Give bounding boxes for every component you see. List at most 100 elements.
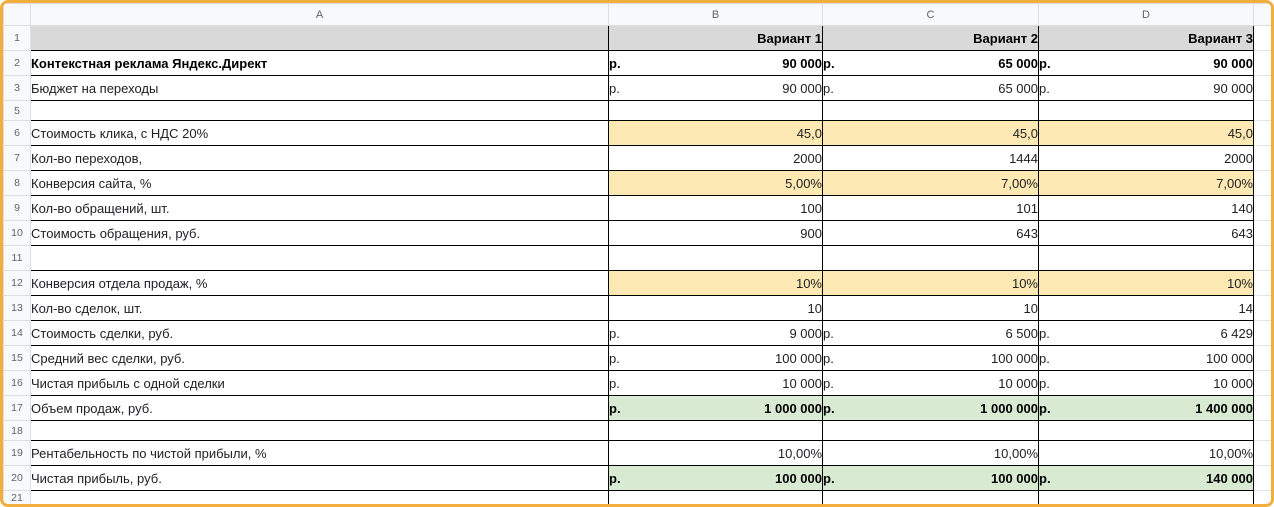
row-header-3[interactable]: 3 [3, 75, 31, 101]
cell-C5[interactable] [822, 100, 1039, 121]
cell-D5[interactable] [1038, 100, 1254, 121]
cell-A20[interactable]: Чистая прибыль, руб. [30, 465, 609, 491]
cell-E9-partial[interactable] [1253, 195, 1271, 221]
cell-A11[interactable] [30, 245, 609, 271]
cell-B8[interactable]: 5,00% [608, 170, 823, 196]
cell-C10[interactable]: 643 [822, 220, 1039, 246]
cell-E15-partial[interactable] [1253, 345, 1271, 371]
cell-E7-partial[interactable] [1253, 145, 1271, 171]
cell-D11[interactable] [1038, 245, 1254, 271]
cell-C19[interactable]: 10,00% [822, 440, 1039, 466]
cell-D3[interactable]: р. 90 000 [1038, 75, 1254, 101]
column-header-B[interactable]: B [608, 3, 823, 26]
cell-D14[interactable]: р. 6 429 [1038, 320, 1254, 346]
cell-D1[interactable]: Вариант 3 [1038, 25, 1254, 51]
row-header-1[interactable]: 1 [3, 25, 31, 51]
row-header-12[interactable]: 12 [3, 270, 31, 296]
cell-A9[interactable]: Кол-во обращений, шт. [30, 195, 609, 221]
cell-E3-partial[interactable] [1253, 75, 1271, 101]
row-header-9[interactable]: 9 [3, 195, 31, 221]
cell-E14-partial[interactable] [1253, 320, 1271, 346]
cell-D18[interactable] [1038, 420, 1254, 441]
cell-E13-partial[interactable] [1253, 295, 1271, 321]
cell-B2[interactable]: р. 90 000 [608, 50, 823, 76]
cell-B10[interactable]: 900 [608, 220, 823, 246]
row-header-13[interactable]: 13 [3, 295, 31, 321]
row-header-5[interactable]: 5 [3, 100, 31, 121]
cell-A15[interactable]: Средний вес сделки, руб. [30, 345, 609, 371]
row-header-2[interactable]: 2 [3, 50, 31, 76]
cell-E19-partial[interactable] [1253, 440, 1271, 466]
cell-E2-partial[interactable] [1253, 50, 1271, 76]
cell-D15[interactable]: р. 100 000 [1038, 345, 1254, 371]
cell-A18[interactable] [30, 420, 609, 441]
cell-B12[interactable]: 10% [608, 270, 823, 296]
cell-A10[interactable]: Стоимость обращения, руб. [30, 220, 609, 246]
cell-E21-partial[interactable] [1253, 490, 1271, 504]
row-header-6[interactable]: 6 [3, 120, 31, 146]
cell-B5[interactable] [608, 100, 823, 121]
cell-C21[interactable] [822, 490, 1039, 504]
cell-A3[interactable]: Бюджет на переходы [30, 75, 609, 101]
cell-A13[interactable]: Кол-во сделок, шт. [30, 295, 609, 321]
cell-A7[interactable]: Кол-во переходов, [30, 145, 609, 171]
cell-D20[interactable]: р. 140 000 [1038, 465, 1254, 491]
cell-D17[interactable]: р. 1 400 000 [1038, 395, 1254, 421]
cell-B13[interactable]: 10 [608, 295, 823, 321]
cell-B18[interactable] [608, 420, 823, 441]
cell-C8[interactable]: 7,00% [822, 170, 1039, 196]
select-all-corner[interactable] [3, 3, 31, 26]
cell-C16[interactable]: р. 10 000 [822, 370, 1039, 396]
cell-B21[interactable] [608, 490, 823, 504]
cell-C17[interactable]: р. 1 000 000 [822, 395, 1039, 421]
cell-C12[interactable]: 10% [822, 270, 1039, 296]
cell-E16-partial[interactable] [1253, 370, 1271, 396]
cell-C6[interactable]: 45,0 [822, 120, 1039, 146]
cell-B14[interactable]: р. 9 000 [608, 320, 823, 346]
cell-B19[interactable]: 10,00% [608, 440, 823, 466]
column-header-A[interactable]: A [30, 3, 609, 26]
cell-D7[interactable]: 2000 [1038, 145, 1254, 171]
row-header-15[interactable]: 15 [3, 345, 31, 371]
cell-A1[interactable] [30, 25, 609, 51]
cell-A12[interactable]: Конверсия отдела продаж, % [30, 270, 609, 296]
cell-C2[interactable]: р. 65 000 [822, 50, 1039, 76]
cell-A14[interactable]: Стоимость сделки, руб. [30, 320, 609, 346]
row-header-19[interactable]: 19 [3, 440, 31, 466]
cell-C15[interactable]: р. 100 000 [822, 345, 1039, 371]
cell-B17[interactable]: р. 1 000 000 [608, 395, 823, 421]
cell-B7[interactable]: 2000 [608, 145, 823, 171]
cell-B20[interactable]: р. 100 000 [608, 465, 823, 491]
cell-D13[interactable]: 14 [1038, 295, 1254, 321]
cell-C20[interactable]: р. 100 000 [822, 465, 1039, 491]
row-header-16[interactable]: 16 [3, 370, 31, 396]
row-header-18[interactable]: 18 [3, 420, 31, 441]
cell-E6-partial[interactable] [1253, 120, 1271, 146]
cell-A19[interactable]: Рентабельность по чистой прибыли, % [30, 440, 609, 466]
row-header-20[interactable]: 20 [3, 465, 31, 491]
cell-D10[interactable]: 643 [1038, 220, 1254, 246]
cell-A17[interactable]: Объем продаж, руб. [30, 395, 609, 421]
cell-E11-partial[interactable] [1253, 245, 1271, 271]
cell-E12-partial[interactable] [1253, 270, 1271, 296]
cell-B1[interactable]: Вариант 1 [608, 25, 823, 51]
cell-B6[interactable]: 45,0 [608, 120, 823, 146]
cell-C14[interactable]: р. 6 500 [822, 320, 1039, 346]
cell-B11[interactable] [608, 245, 823, 271]
cell-D6[interactable]: 45,0 [1038, 120, 1254, 146]
cell-C7[interactable]: 1444 [822, 145, 1039, 171]
cell-A16[interactable]: Чистая прибыль с одной сделки [30, 370, 609, 396]
cell-E17-partial[interactable] [1253, 395, 1271, 421]
cell-C13[interactable]: 10 [822, 295, 1039, 321]
cell-A6[interactable]: Стоимость клика, с НДС 20% [30, 120, 609, 146]
cell-D16[interactable]: р. 10 000 [1038, 370, 1254, 396]
cell-D12[interactable]: 10% [1038, 270, 1254, 296]
column-header-C[interactable]: C [822, 3, 1039, 26]
cell-E5-partial[interactable] [1253, 100, 1271, 121]
cell-E20-partial[interactable] [1253, 465, 1271, 491]
cell-E8-partial[interactable] [1253, 170, 1271, 196]
cell-B15[interactable]: р. 100 000 [608, 345, 823, 371]
cell-B16[interactable]: р. 10 000 [608, 370, 823, 396]
cell-D8[interactable]: 7,00% [1038, 170, 1254, 196]
cell-E1-partial[interactable] [1253, 25, 1271, 51]
